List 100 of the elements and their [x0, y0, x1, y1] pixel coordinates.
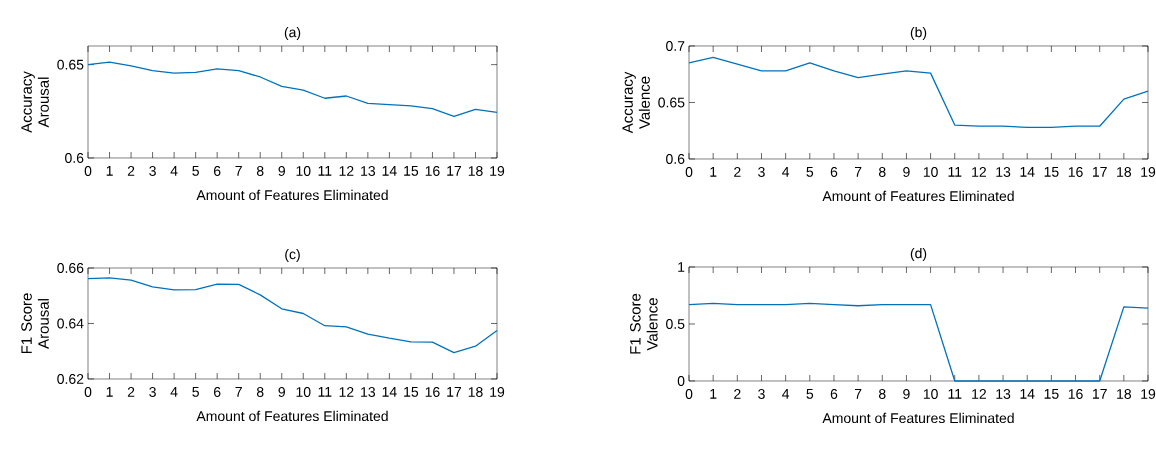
x-tick-label: 9	[278, 166, 285, 176]
x-tick-label: 19	[1141, 389, 1156, 399]
y-tick-label: 0.5	[666, 319, 685, 329]
x-tick-label: 3	[758, 389, 765, 399]
y-tick-label: 0.6	[65, 153, 84, 163]
x-axis-title: Amount of Features Eliminated	[822, 190, 1014, 202]
x-tick-label: 16	[425, 166, 440, 176]
x-axis-title: Amount of Features Eliminated	[196, 410, 388, 422]
x-tick-label: 15	[404, 387, 419, 397]
x-axis-title: Amount of Features Eliminated	[822, 412, 1014, 424]
x-tick-label: 19	[490, 387, 505, 397]
x-tick-label: 9	[278, 387, 285, 397]
x-tick-label: 17	[447, 166, 462, 176]
x-tick-label: 5	[806, 389, 814, 399]
line-series	[87, 61, 498, 118]
x-tick-label: 12	[339, 387, 354, 397]
y-tick-label: 0.7	[666, 41, 685, 51]
y-tick-label: 0.66	[57, 263, 84, 273]
x-tick-label: 11	[318, 166, 332, 176]
x-tick-label: 12	[339, 166, 354, 176]
x-tick-label: 13	[361, 387, 376, 397]
x-tick-label: 16	[1068, 167, 1083, 177]
x-tick-label: 6	[213, 166, 221, 176]
x-tick-label: 13	[996, 389, 1011, 399]
x-tick-label: 2	[127, 387, 135, 397]
x-tick-label: 10	[296, 166, 311, 176]
x-tick-label: 15	[1044, 167, 1059, 177]
x-tick-label: 12	[972, 167, 986, 177]
x-tick-label: 6	[213, 387, 221, 397]
x-tick-label: 16	[425, 387, 440, 397]
chart-title: (d)	[910, 247, 927, 261]
x-tick-label: 1	[106, 387, 113, 397]
x-tick-label: 4	[782, 389, 790, 399]
x-tick-label: 14	[382, 387, 397, 397]
x-tick-label: 7	[854, 389, 862, 399]
x-tick-label: 0	[84, 166, 92, 176]
x-tick-label: 0	[685, 389, 693, 399]
x-tick-label: 5	[192, 387, 199, 397]
y-tick-label: 0.6	[666, 154, 685, 164]
y-tick-label: 0.62	[57, 374, 84, 384]
x-tick-label: 13	[361, 166, 376, 176]
x-tick-label: 9	[903, 389, 910, 399]
x-tick-label: 14	[1020, 167, 1035, 177]
x-tick-label: 18	[1117, 167, 1132, 177]
x-tick-label: 1	[710, 389, 717, 399]
x-tick-label: 7	[235, 166, 242, 176]
x-tick-label: 15	[1044, 389, 1059, 399]
x-tick-label: 18	[468, 387, 483, 397]
chart-title: (c)	[285, 248, 300, 262]
x-tick-label: 17	[1092, 389, 1107, 399]
x-tick-label: 2	[734, 167, 741, 177]
chart-title: (a)	[284, 26, 301, 40]
x-tick-label: 15	[404, 166, 419, 176]
x-tick-label: 19	[490, 166, 505, 176]
y-tick-label: 0.65	[57, 59, 84, 70]
x-tick-label: 8	[256, 387, 264, 397]
x-tick-label: 7	[235, 387, 242, 397]
line-series	[87, 277, 498, 354]
x-tick-label: 2	[734, 389, 741, 399]
x-tick-label: 10	[923, 167, 938, 177]
x-tick-label: 12	[972, 389, 986, 399]
x-tick-label: 19	[1141, 167, 1156, 177]
x-tick-label: 5	[192, 166, 199, 176]
x-tick-label: 1	[106, 166, 113, 176]
x-axis-title: Amount of Features Eliminated	[196, 189, 388, 201]
x-tick-label: 14	[1020, 389, 1035, 399]
x-tick-label: 17	[447, 387, 462, 397]
y-axis-title: F1 Score Valence	[630, 293, 658, 354]
chart-title: (b)	[910, 26, 927, 40]
y-axis-title: Accuracy Arousal	[21, 71, 49, 133]
x-tick-label: 11	[318, 387, 332, 397]
x-tick-label: 6	[830, 167, 838, 177]
x-tick-label: 11	[948, 389, 962, 399]
x-tick-label: 0	[685, 167, 693, 177]
y-tick-label: 1	[678, 262, 685, 272]
x-tick-label: 4	[782, 167, 790, 177]
y-tick-label: 0.64	[57, 318, 84, 329]
y-tick-label: 0	[677, 376, 685, 386]
x-tick-label: 2	[127, 166, 135, 176]
x-tick-label: 7	[854, 167, 862, 177]
x-tick-label: 11	[948, 167, 962, 177]
x-tick-label: 17	[1092, 167, 1107, 177]
y-axis-title: Accuracy Valence	[622, 71, 650, 134]
x-tick-label: 10	[296, 387, 311, 397]
x-tick-label: 18	[1117, 389, 1132, 399]
x-tick-label: 16	[1068, 389, 1083, 399]
x-tick-label: 10	[923, 389, 938, 399]
x-tick-label: 18	[468, 166, 483, 176]
x-tick-label: 6	[830, 389, 838, 399]
x-tick-label: 13	[996, 167, 1011, 177]
x-tick-label: 0	[84, 387, 92, 397]
x-tick-label: 8	[256, 166, 264, 176]
x-tick-label: 5	[806, 167, 814, 177]
x-tick-label: 1	[710, 167, 717, 177]
x-tick-label: 3	[149, 166, 156, 176]
x-tick-label: 8	[878, 389, 886, 399]
x-tick-label: 3	[758, 167, 765, 177]
line-series	[688, 56, 1149, 128]
x-tick-label: 14	[382, 166, 397, 176]
x-tick-label: 4	[170, 166, 178, 176]
